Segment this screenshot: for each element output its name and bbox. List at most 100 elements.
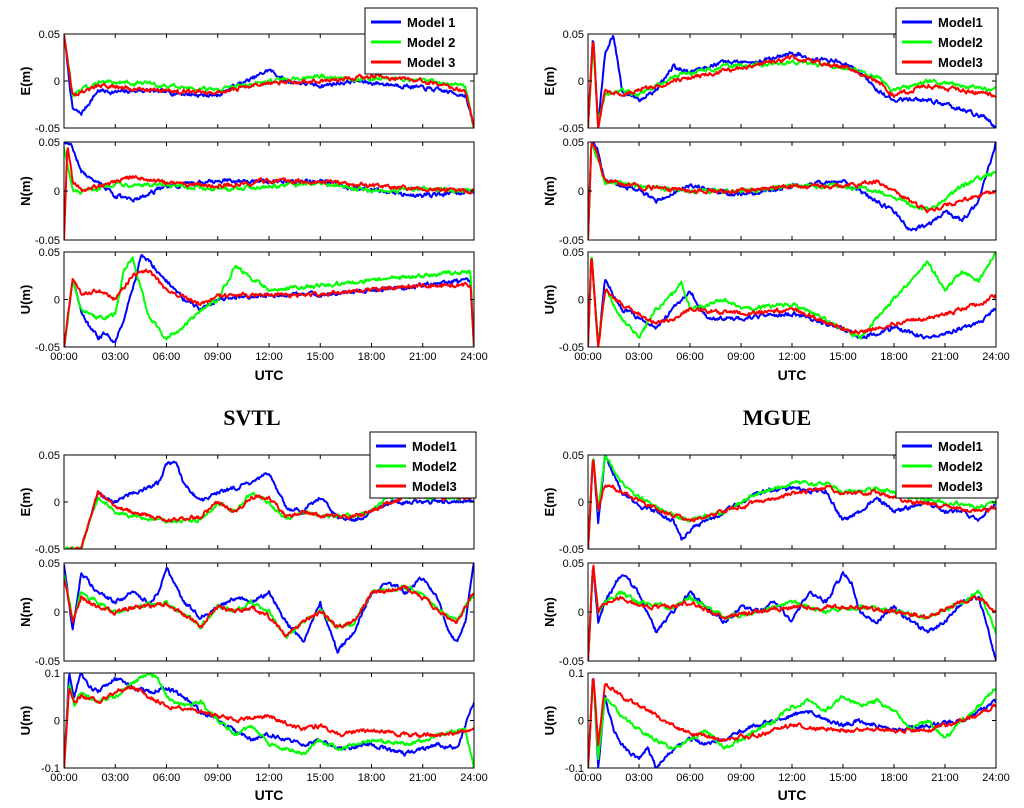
x-tick-label: 00:00 bbox=[574, 351, 602, 363]
panel-series-group bbox=[588, 142, 996, 240]
panel-series-group bbox=[588, 678, 996, 768]
x-tick-label: 21:00 bbox=[409, 351, 437, 363]
series-line-model2 bbox=[588, 679, 996, 768]
legend-label: Model1 bbox=[938, 439, 983, 454]
series-line-model2 bbox=[588, 142, 996, 240]
y-tick-label: 0 bbox=[578, 186, 584, 198]
series-line-model1 bbox=[588, 34, 996, 128]
panel-series-group bbox=[588, 252, 996, 347]
x-tick-label: 24:00 bbox=[460, 351, 488, 363]
x-tick-label: 03:00 bbox=[101, 772, 129, 784]
series-line-model1 bbox=[588, 567, 996, 661]
y-tick-label: 0.1 bbox=[569, 668, 584, 680]
x-tick-label: 12:00 bbox=[255, 772, 283, 784]
panel-series-group bbox=[588, 564, 996, 661]
y-tick-label: -0.05 bbox=[559, 235, 584, 247]
panel-frame bbox=[587, 562, 997, 662]
x-tick-label: 18:00 bbox=[880, 351, 908, 363]
y-tick-label: 0 bbox=[578, 497, 584, 509]
series-line-model2 bbox=[64, 574, 474, 639]
station-title-svtl: SVTL bbox=[223, 405, 280, 430]
series-line-model2 bbox=[588, 252, 996, 347]
y-tick-label: -0.05 bbox=[559, 544, 584, 556]
x-tick-label: 09:00 bbox=[204, 772, 232, 784]
y-tick-label: 0 bbox=[578, 716, 584, 728]
x-axis-label: UTC bbox=[255, 787, 284, 803]
panel-series-group bbox=[64, 34, 474, 128]
x-tick-label: 00:00 bbox=[50, 351, 78, 363]
x-tick-label: 09:00 bbox=[727, 772, 755, 784]
y-tick-label: 0.05 bbox=[39, 558, 60, 570]
y-tick-label: 0.05 bbox=[39, 450, 60, 462]
y-tick-label: 0.05 bbox=[563, 29, 584, 41]
x-tick-label: 18:00 bbox=[358, 772, 386, 784]
x-tick-label: 06:00 bbox=[153, 772, 181, 784]
y-tick-label: -0.1 bbox=[565, 763, 584, 775]
x-tick-label: 18:00 bbox=[358, 351, 386, 363]
y-tick-label: 0.05 bbox=[39, 29, 60, 41]
x-tick-label: 15:00 bbox=[829, 772, 857, 784]
legend-label: Model2 bbox=[938, 459, 983, 474]
series-line-model3 bbox=[588, 459, 996, 549]
x-axis-label: UTC bbox=[255, 367, 284, 383]
x-tick-label: 12:00 bbox=[778, 351, 806, 363]
series-line-model-2 bbox=[64, 256, 474, 347]
panel-series-group bbox=[64, 673, 474, 768]
series-line-model1 bbox=[588, 678, 996, 768]
series-line-model3 bbox=[588, 258, 996, 347]
y-axis-label: E(m) bbox=[18, 488, 33, 517]
x-tick-label: 09:00 bbox=[727, 351, 755, 363]
series-line-model-3 bbox=[64, 34, 474, 128]
y-axis-label: E(m) bbox=[542, 488, 557, 517]
y-tick-label: -0.05 bbox=[35, 342, 60, 354]
series-line-model3 bbox=[64, 685, 474, 768]
x-tick-label: 06:00 bbox=[153, 351, 181, 363]
series-line-model2 bbox=[588, 455, 996, 549]
y-tick-label: 0 bbox=[54, 607, 60, 619]
series-line-model1 bbox=[588, 257, 996, 347]
x-tick-label: 24:00 bbox=[982, 351, 1010, 363]
y-tick-label: 0 bbox=[578, 295, 584, 307]
series-line-model-1 bbox=[64, 142, 474, 203]
legend-label: Model 1 bbox=[407, 15, 455, 30]
legend-label: Model 3 bbox=[407, 55, 455, 70]
y-tick-label: 0.05 bbox=[563, 450, 584, 462]
y-tick-label: 0.05 bbox=[563, 247, 584, 259]
y-tick-label: -0.05 bbox=[35, 656, 60, 668]
x-tick-label: 12:00 bbox=[255, 351, 283, 363]
series-line-model3 bbox=[64, 490, 474, 549]
y-tick-label: -0.05 bbox=[559, 123, 584, 135]
x-tick-label: 03:00 bbox=[625, 351, 653, 363]
y-tick-label: 0.05 bbox=[563, 137, 584, 149]
panel-series-group bbox=[64, 563, 474, 654]
panel-frame bbox=[63, 251, 475, 348]
station-title-mgue: MGUE bbox=[743, 405, 811, 430]
series-line-model3 bbox=[64, 578, 474, 638]
panel-series-group bbox=[588, 34, 996, 128]
x-tick-label: 00:00 bbox=[50, 772, 78, 784]
series-line-model-2 bbox=[64, 147, 474, 195]
x-tick-label: 09:00 bbox=[204, 351, 232, 363]
y-tick-label: 0 bbox=[54, 716, 60, 728]
y-tick-label: 0 bbox=[54, 497, 60, 509]
y-tick-label: -0.05 bbox=[559, 656, 584, 668]
y-tick-label: 0 bbox=[578, 607, 584, 619]
panel-series-group bbox=[64, 142, 474, 240]
legend-label: Model3 bbox=[938, 55, 983, 70]
y-axis-label: U(m) bbox=[542, 285, 557, 315]
y-tick-label: -0.05 bbox=[35, 235, 60, 247]
x-tick-label: 18:00 bbox=[880, 772, 908, 784]
y-tick-label: 0.05 bbox=[39, 247, 60, 259]
x-tick-label: 24:00 bbox=[982, 772, 1010, 784]
panel-frame bbox=[587, 141, 997, 241]
legend-label: Model2 bbox=[412, 459, 457, 474]
x-tick-label: 21:00 bbox=[931, 351, 959, 363]
x-tick-label: 03:00 bbox=[625, 772, 653, 784]
legend-label: Model2 bbox=[938, 35, 983, 50]
y-tick-label: 0.05 bbox=[563, 558, 584, 570]
x-tick-label: 15:00 bbox=[306, 772, 334, 784]
series-line-model2 bbox=[64, 673, 474, 768]
series-line-model3 bbox=[588, 564, 996, 661]
legend-label: Model1 bbox=[938, 15, 983, 30]
y-tick-label: 0 bbox=[54, 186, 60, 198]
